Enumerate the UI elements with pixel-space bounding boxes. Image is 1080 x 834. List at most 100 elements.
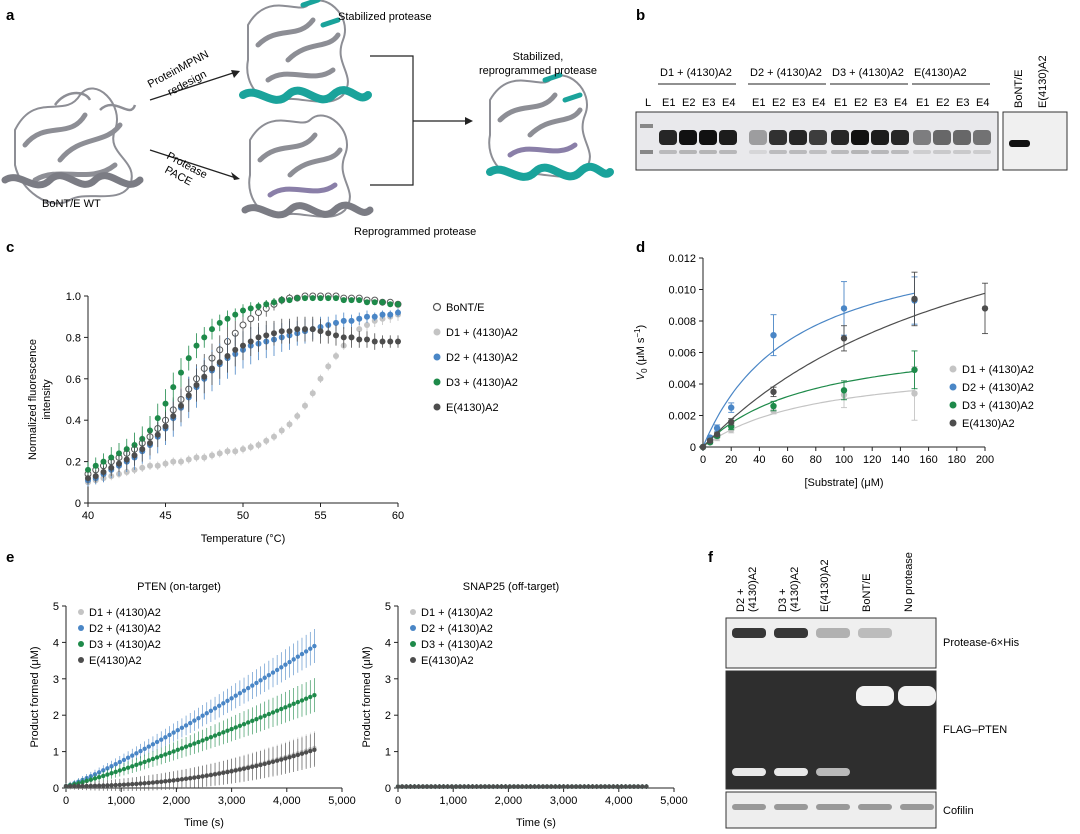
panel-letter-f: f: [708, 549, 714, 566]
data-point: [88, 777, 94, 782]
y-tick-label: 3: [385, 674, 391, 686]
x-tick-label: 60: [781, 454, 793, 466]
data-point: [270, 759, 276, 765]
panel-a-schematic: BoNT/E WT ProteinMPNN redesign Protease …: [1, 0, 614, 238]
data-point: [134, 751, 139, 756]
data-point: [146, 758, 151, 763]
data-point: [728, 404, 735, 411]
x-axis-label: [Substrate] (μM): [804, 477, 883, 489]
protein-cartoon-wt: [1, 87, 144, 205]
data-point: [150, 780, 156, 785]
y-tick-label: 5: [385, 601, 391, 613]
data-point: [154, 431, 161, 438]
data-point: [170, 458, 177, 465]
data-point: [216, 319, 223, 326]
y-tick-label: 0.004: [668, 379, 696, 391]
legend-label: BoNT/E: [446, 302, 485, 314]
data-point: [175, 777, 180, 783]
gel-lane-label: E4: [894, 97, 907, 109]
legend-marker: [78, 609, 84, 615]
data-point: [209, 326, 215, 333]
legend-marker: [78, 641, 84, 647]
data-point: [109, 783, 114, 788]
data-point: [478, 784, 483, 789]
data-point: [981, 305, 989, 312]
chart-pten-on-target: 0 1,000 2,000 3,000 4,000 5,000 0 1 2 3 4 5 PTEN (on…: [29, 581, 356, 829]
data-point: [85, 466, 91, 473]
legend-label: E(4130)A2: [962, 418, 1015, 430]
data-point: [371, 338, 378, 345]
data-point: [121, 757, 127, 763]
x-tick-label: 140: [891, 454, 909, 466]
data-point: [511, 784, 517, 789]
blot-band: [774, 804, 808, 810]
data-point: [262, 713, 267, 718]
data-point: [179, 725, 185, 731]
data-point: [262, 761, 267, 767]
data-point: [520, 784, 525, 789]
gel-band-faint: [659, 150, 677, 154]
legend-marker: [410, 609, 416, 615]
data-point: [379, 299, 386, 306]
data-point: [911, 295, 918, 303]
data-point: [557, 784, 562, 789]
data-point: [263, 301, 270, 308]
data-point: [171, 778, 176, 783]
gel-lane-label: E1: [916, 97, 929, 109]
data-point: [258, 678, 263, 683]
gel-lane-label: E3: [956, 97, 969, 109]
legend-marker: [949, 365, 957, 373]
data-point: [274, 708, 280, 713]
fit-curve: [702, 389, 915, 448]
data-point: [713, 431, 721, 438]
x-tick-label: 1,000: [439, 795, 467, 807]
data-point: [167, 750, 172, 756]
data-point: [221, 730, 226, 735]
data-point: [356, 336, 363, 343]
data-point: [232, 448, 239, 455]
data-point: [287, 703, 292, 708]
data-point: [232, 346, 239, 353]
data-point: [221, 770, 226, 776]
legend-marker: [432, 302, 442, 312]
data-point: [278, 427, 285, 434]
data-point: [395, 301, 401, 308]
data-point: [239, 321, 247, 329]
gel-band-faint: [769, 150, 787, 154]
data-point: [387, 311, 394, 318]
blot-lane-label: E(4130)A2: [819, 559, 831, 612]
data-point: [80, 783, 85, 789]
x-tick-label: 50: [237, 510, 249, 522]
data-point: [532, 784, 537, 789]
data-point: [72, 783, 77, 789]
data-point: [303, 649, 309, 654]
data-point: [544, 784, 550, 789]
data-point: [212, 733, 218, 738]
data-point: [524, 784, 529, 789]
gel-band-faint: [933, 150, 951, 154]
data-point: [262, 675, 267, 680]
data-point: [232, 311, 239, 318]
data-point: [271, 433, 277, 440]
data-point: [92, 462, 99, 469]
blot-lane-label: D3 +: [777, 588, 789, 612]
data-point: [154, 755, 160, 760]
y-tick-label: 0.012: [668, 253, 696, 265]
data-point: [170, 413, 177, 420]
data-point: [150, 756, 156, 762]
data-point: [154, 415, 161, 422]
gel-group-label: D2 + (4130)A2: [750, 67, 822, 79]
data-point: [67, 783, 73, 789]
y-axis-label: Product formed (μM): [361, 646, 373, 747]
data-point: [699, 443, 707, 451]
data-point: [233, 693, 238, 698]
data-point: [178, 458, 184, 465]
data-point: [163, 735, 168, 740]
data-point: [770, 388, 777, 396]
x-tick-label: 200: [976, 454, 994, 466]
chart-thermal-melt: 40 45 50 55 60 0 0.2 0.4 0.6 0.8 1.0 Temperature (°…: [27, 291, 518, 545]
legend-label: D1 + (4130)A2: [421, 607, 493, 619]
gel-band-faint: [973, 150, 991, 154]
gel-lane-label: E2: [682, 97, 695, 109]
data-point: [100, 468, 107, 475]
